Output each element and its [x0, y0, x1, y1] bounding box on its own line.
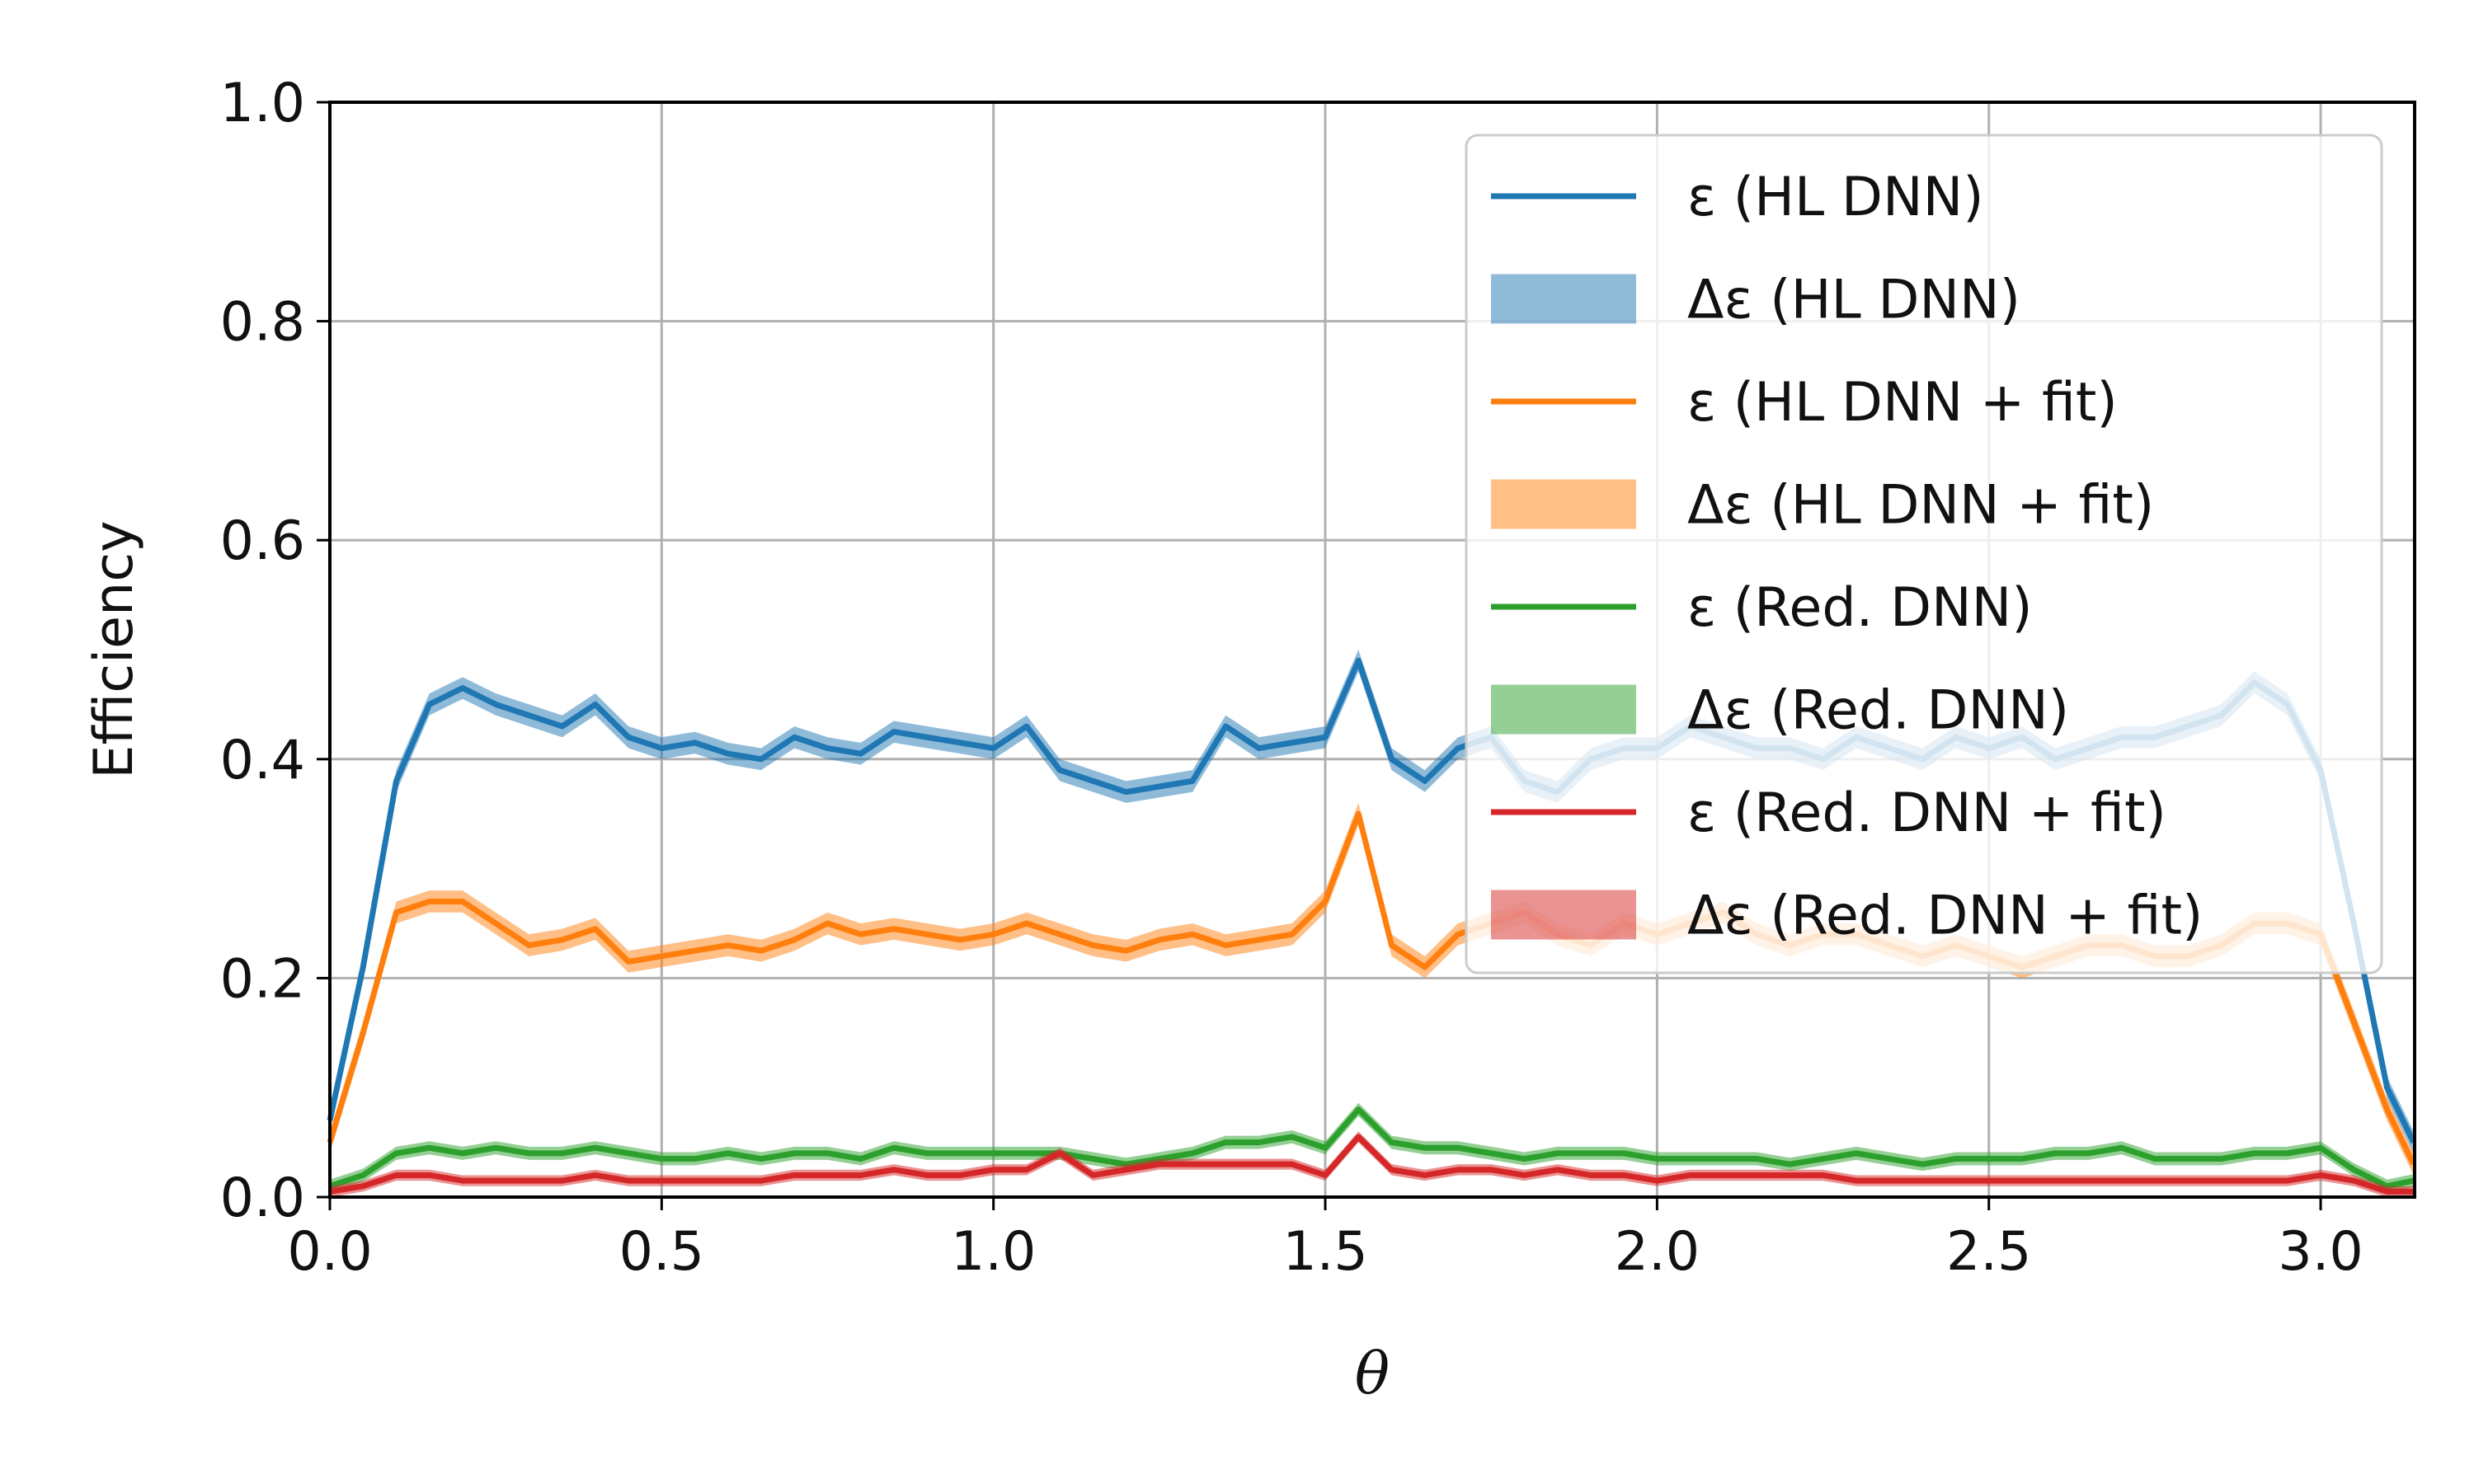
legend-label: Δε (Red. DNN) [1687, 680, 2069, 742]
x-tick-label: 1.0 [951, 1221, 1036, 1283]
y-tick-label: 0.8 [220, 292, 305, 354]
plot-frame [328, 101, 2416, 1199]
y-tick-label: 0.0 [220, 1167, 305, 1229]
y-tick-label: 0.6 [220, 510, 305, 572]
x-tick-label: 0.5 [619, 1221, 704, 1283]
y-axis-label: Efficiency [83, 520, 145, 778]
legend-label: ε (HL DNN) [1687, 167, 1984, 228]
y-tick-label: 1.0 [220, 73, 305, 134]
legend-label: ε (HL DNN + fit) [1687, 372, 2118, 434]
x-tick-label: 2.5 [1946, 1221, 2031, 1283]
series-band-3 [330, 1131, 2414, 1197]
legend-box [1465, 134, 2383, 974]
x-tick-label: 0.0 [287, 1221, 372, 1283]
x-tick-label: 3.0 [2278, 1221, 2363, 1283]
x-tick-label: 1.5 [1282, 1221, 1367, 1283]
series-line-2 [328, 1106, 2415, 1190]
x-tick-label: 2.0 [1615, 1221, 1700, 1283]
legend: ε (HL DNN) Δε (HL DNN) ε (HL DNN + fit) Δε … [1465, 134, 2383, 974]
legend-band-swatch [1491, 479, 1636, 529]
legend-label: Δε (HL DNN + fit) [1687, 475, 2154, 537]
series-line-3 [329, 1134, 2414, 1195]
legend-band-swatch [1491, 890, 1636, 940]
legend-label: Δε (HL DNN) [1687, 270, 2020, 331]
x-axis-label: θ [1355, 1340, 1390, 1407]
ticks: 0.0 0.5 1.0 1.5 2.0 2.5 3.0 0.0 0.2 0.4 0.6 0.8 1.0 [220, 73, 2363, 1283]
legend-label: Δε (Red. DNN + fit) [1687, 885, 2203, 947]
legend-band-swatch [1491, 274, 1636, 324]
legend-label: ε (Red. DNN) [1687, 577, 2033, 639]
legend-band-swatch [1491, 684, 1636, 735]
y-tick-label: 0.2 [220, 948, 305, 1010]
legend-label: ε (Red. DNN + fit) [1687, 782, 2166, 844]
y-tick-label: 0.4 [220, 730, 305, 791]
